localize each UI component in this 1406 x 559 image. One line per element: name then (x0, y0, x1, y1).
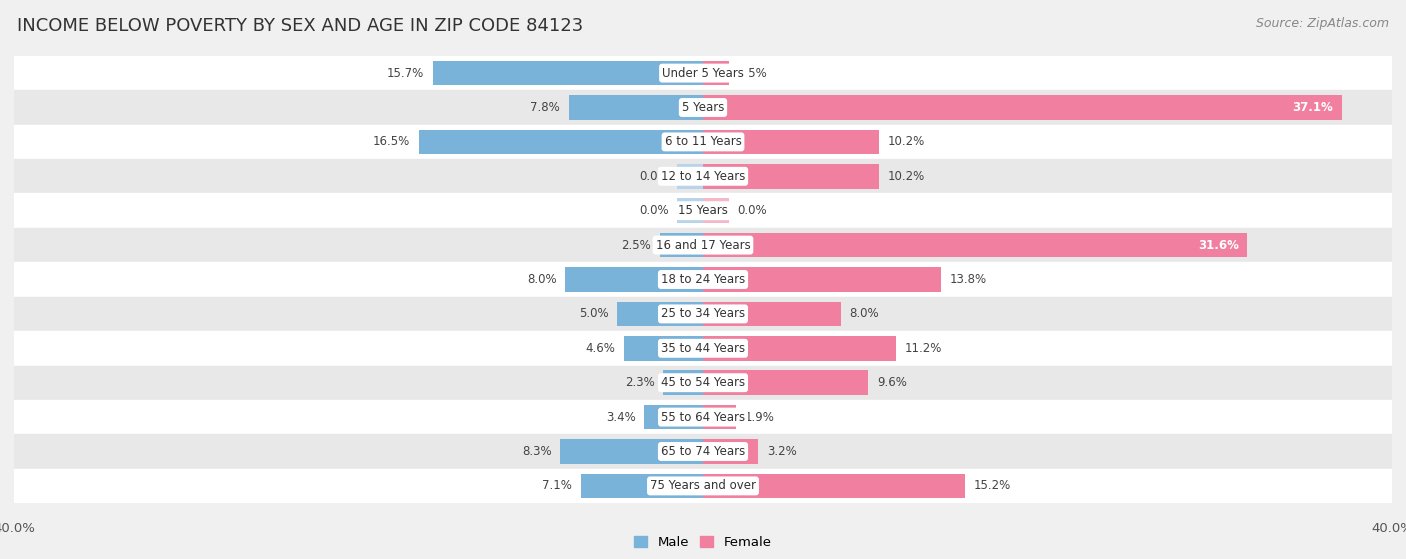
Bar (703, 233, 1247, 258)
Bar (703, 405, 735, 429)
Bar (664, 370, 703, 395)
Text: Under 5 Years: Under 5 Years (662, 67, 744, 79)
Text: 15.2%: 15.2% (973, 480, 1011, 492)
Text: 25 to 34 Years: 25 to 34 Years (661, 307, 745, 320)
Text: 2.5%: 2.5% (621, 239, 651, 252)
Bar (581, 473, 703, 498)
Text: 7.8%: 7.8% (530, 101, 560, 114)
Text: 10.2%: 10.2% (887, 170, 925, 183)
Bar (678, 164, 703, 189)
Bar (419, 130, 703, 154)
Bar (703, 301, 841, 326)
Bar (14, 331, 1392, 366)
Bar (14, 262, 1392, 297)
Bar (703, 370, 869, 395)
Bar (659, 233, 703, 258)
Text: 16.5%: 16.5% (373, 135, 411, 148)
Text: 1.9%: 1.9% (744, 411, 775, 424)
Bar (703, 61, 728, 86)
Text: 75 Years and over: 75 Years and over (650, 480, 756, 492)
Bar (617, 301, 703, 326)
Text: 3.2%: 3.2% (766, 445, 796, 458)
Text: 1.5%: 1.5% (738, 67, 768, 79)
Text: 3.4%: 3.4% (606, 411, 636, 424)
Text: 11.2%: 11.2% (904, 342, 942, 355)
Bar (703, 439, 758, 464)
Text: 10.2%: 10.2% (887, 135, 925, 148)
Bar (703, 198, 728, 223)
Text: 2.3%: 2.3% (626, 376, 655, 389)
Text: 31.6%: 31.6% (1198, 239, 1239, 252)
Text: 9.6%: 9.6% (877, 376, 907, 389)
Text: 13.8%: 13.8% (949, 273, 987, 286)
Legend: Male, Female: Male, Female (628, 531, 778, 555)
Text: INCOME BELOW POVERTY BY SEX AND AGE IN ZIP CODE 84123: INCOME BELOW POVERTY BY SEX AND AGE IN Z… (17, 17, 583, 35)
Bar (14, 366, 1392, 400)
Bar (14, 159, 1392, 193)
Bar (644, 405, 703, 429)
Text: 40.0%: 40.0% (1371, 522, 1406, 535)
Text: 35 to 44 Years: 35 to 44 Years (661, 342, 745, 355)
Text: 16 and 17 Years: 16 and 17 Years (655, 239, 751, 252)
Text: 65 to 74 Years: 65 to 74 Years (661, 445, 745, 458)
Text: 0.0%: 0.0% (638, 204, 669, 217)
Bar (568, 95, 703, 120)
Bar (14, 228, 1392, 262)
Bar (433, 61, 703, 86)
Text: 55 to 64 Years: 55 to 64 Years (661, 411, 745, 424)
Bar (14, 193, 1392, 228)
Bar (14, 400, 1392, 434)
Text: 8.0%: 8.0% (527, 273, 557, 286)
Text: 15.7%: 15.7% (387, 67, 425, 79)
Bar (703, 473, 965, 498)
Text: Source: ZipAtlas.com: Source: ZipAtlas.com (1256, 17, 1389, 30)
Bar (703, 95, 1341, 120)
Text: 8.0%: 8.0% (849, 307, 879, 320)
Bar (14, 468, 1392, 503)
Bar (14, 434, 1392, 468)
Text: 8.3%: 8.3% (522, 445, 551, 458)
Text: 15 Years: 15 Years (678, 204, 728, 217)
Bar (565, 267, 703, 292)
Text: 5 Years: 5 Years (682, 101, 724, 114)
Bar (560, 439, 703, 464)
Text: 18 to 24 Years: 18 to 24 Years (661, 273, 745, 286)
Text: 45 to 54 Years: 45 to 54 Years (661, 376, 745, 389)
Text: 0.0%: 0.0% (638, 170, 669, 183)
Text: 40.0%: 40.0% (0, 522, 35, 535)
Bar (14, 56, 1392, 91)
Bar (14, 297, 1392, 331)
Text: 5.0%: 5.0% (579, 307, 609, 320)
Bar (703, 336, 896, 361)
Bar (14, 125, 1392, 159)
Text: 0.0%: 0.0% (738, 204, 768, 217)
Bar (703, 164, 879, 189)
Bar (703, 130, 879, 154)
Bar (624, 336, 703, 361)
Text: 7.1%: 7.1% (543, 480, 572, 492)
Text: 4.6%: 4.6% (585, 342, 616, 355)
Text: 6 to 11 Years: 6 to 11 Years (665, 135, 741, 148)
Bar (14, 91, 1392, 125)
Bar (678, 198, 703, 223)
Text: 37.1%: 37.1% (1292, 101, 1333, 114)
Bar (703, 267, 941, 292)
Text: 12 to 14 Years: 12 to 14 Years (661, 170, 745, 183)
